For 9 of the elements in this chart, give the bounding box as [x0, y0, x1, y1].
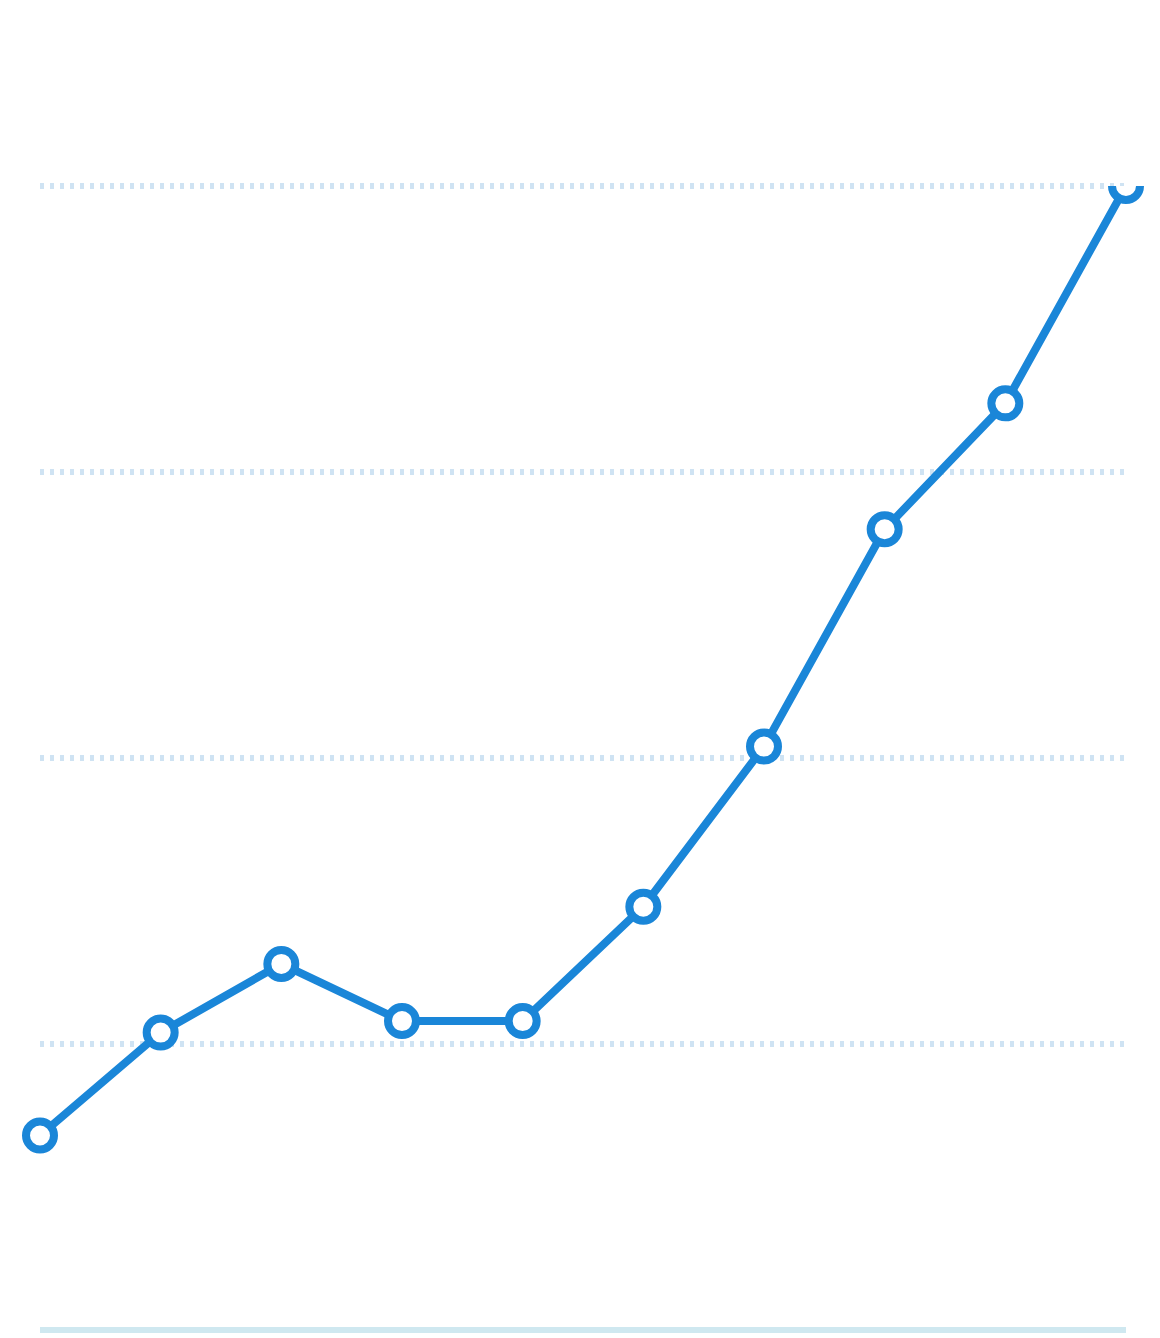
point: [142, 1014, 179, 1051]
point: [746, 728, 782, 765]
point: [263, 945, 300, 982]
point: [987, 385, 1024, 422]
point: [22, 1117, 58, 1154]
point: [504, 1003, 541, 1040]
point: [384, 1003, 420, 1040]
point: [625, 888, 662, 925]
point: [866, 511, 903, 548]
